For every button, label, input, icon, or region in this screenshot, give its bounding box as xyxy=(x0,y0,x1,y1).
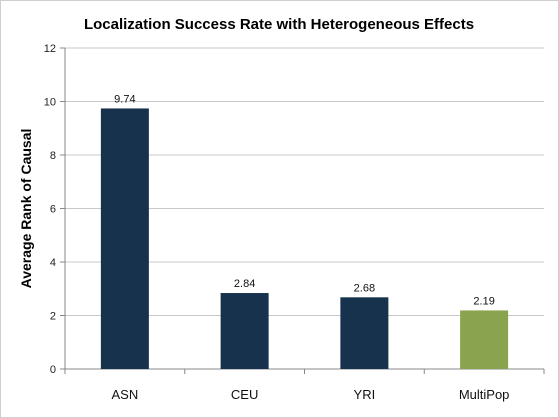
y-tick-label: 2 xyxy=(50,311,56,323)
labels: 0 2 4 6 8 10 12 9.74 ASN 2.84 CEU 2.68 YRI 2.19 MultiP… xyxy=(44,43,510,402)
x-tick-label-yri: YRI xyxy=(354,387,376,402)
x-tick-label-asn: ASN xyxy=(112,387,139,402)
y-tick-label: 6 xyxy=(50,204,56,216)
y-tick-label: 0 xyxy=(50,364,56,376)
bar-multipop xyxy=(460,310,509,369)
y-tick-label: 4 xyxy=(50,257,56,269)
bar-asn xyxy=(100,108,149,369)
bar-yri xyxy=(340,297,389,369)
bar-ceu xyxy=(220,293,269,369)
x-tick-label-ceu: CEU xyxy=(231,387,258,402)
y-tick-label: 12 xyxy=(44,43,56,55)
y-tick-label: 8 xyxy=(50,150,56,162)
x-tick-label-multipop: MultiPop xyxy=(459,387,510,402)
data-label-multipop: 2.19 xyxy=(473,295,494,307)
y-axis-label: Average Rank of Causal xyxy=(18,129,34,289)
data-label-yri: 2.68 xyxy=(354,282,375,294)
y-tick-label: 10 xyxy=(44,97,56,109)
bars xyxy=(100,108,509,369)
data-label-asn: 9.74 xyxy=(114,93,135,105)
chart-title: Localization Success Rate with Heterogen… xyxy=(84,16,474,33)
data-label-ceu: 2.84 xyxy=(234,278,255,290)
